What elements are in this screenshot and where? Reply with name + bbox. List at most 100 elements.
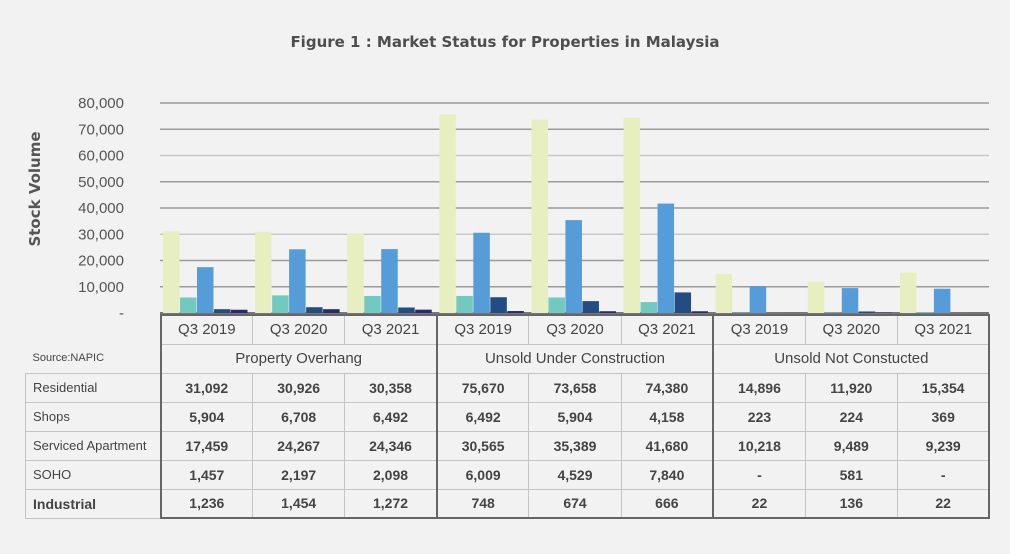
table-cell: 30,358: [344, 372, 438, 403]
row-label: Serviced Apartment: [25, 430, 161, 461]
bar-residential: [347, 233, 364, 313]
bars: [163, 114, 985, 314]
chart-title: Figure 1 : Market Status for Properties …: [290, 33, 720, 51]
bar-serviced-apartment: [381, 249, 398, 313]
period-header: Q3 2021: [620, 314, 714, 345]
table-cell: 24,267: [252, 430, 346, 461]
table-row: Industrial 1,236 1,454 1,272 748 674 666 22 136 2…: [25, 488, 991, 519]
bar-serviced-apartment: [841, 288, 859, 313]
bar-soho: [306, 307, 323, 313]
table-cell: 369: [896, 401, 991, 432]
bar-soho: [398, 307, 415, 313]
bar-industrial: [691, 311, 709, 313]
table-cell: 15,354: [896, 372, 991, 403]
row-label: Shops: [25, 401, 161, 432]
bar-residential: [715, 273, 733, 313]
data-table: Q3 2019 Q3 2020 Q3 2021 Q3 2019 Q3 2020 Q3 20…: [25, 314, 991, 519]
bar-shops: [272, 295, 289, 313]
group-header: Unsold Under Construction: [435, 343, 714, 374]
bar-industrial: [599, 311, 616, 313]
bar-residential: [255, 231, 272, 313]
table-cell: 224: [804, 401, 898, 432]
table-cell: 2,197: [252, 459, 346, 490]
group-header: Unsold Not Constucted: [712, 343, 991, 374]
table-cell: 666: [620, 488, 714, 519]
period-header: Q3 2021: [344, 314, 438, 345]
bar-serviced-apartment: [749, 286, 767, 313]
period-header: Q3 2019: [159, 314, 254, 345]
row-label: Residential: [25, 372, 161, 403]
table-cell: 674: [528, 488, 622, 519]
bar-residential: [439, 114, 456, 314]
bar-industrial: [415, 309, 432, 313]
table-cell: 11,920: [804, 372, 898, 403]
table-cell: 1,457: [159, 459, 254, 490]
bar-soho: [490, 297, 507, 313]
bar-residential: [623, 117, 641, 313]
bar-industrial: [323, 309, 340, 313]
table-cell: 24,346: [344, 430, 438, 461]
table-row: Residential 31,092 30,926 30,358 75,670 73,65…: [25, 372, 991, 403]
bar-residential: [531, 119, 548, 313]
table-cell: 75,670: [435, 372, 530, 403]
table-row: Serviced Apartment 17,459 24,267 24,346 30,5…: [25, 430, 991, 461]
table-cell: 30,565: [435, 430, 530, 461]
bar-shops: [456, 295, 473, 313]
bar-serviced-apartment: [473, 232, 490, 313]
group-header-row: Source:NAPIC Property Overhang Unsold Unde…: [26, 343, 991, 374]
y-tick-label: 40,000: [78, 200, 124, 217]
period-header: Q3 2020: [252, 314, 346, 345]
y-tick-label: 10,000: [78, 279, 124, 296]
bar-serviced-apartment: [565, 220, 582, 313]
bar-soho: [582, 301, 599, 313]
bar-shops: [180, 297, 197, 313]
period-header: Q3 2019: [435, 314, 530, 345]
table-cell: 5,904: [159, 401, 254, 432]
table-cell: -: [896, 459, 991, 490]
table-cell: 9,489: [804, 430, 898, 461]
period-header: Q3 2020: [804, 314, 898, 345]
table-cell: 1,454: [252, 488, 346, 519]
table-cell: 22: [712, 488, 806, 519]
table-row: Shops 5,904 6,708 6,492 6,492 5,904 4,158 223 22…: [25, 401, 991, 432]
table-cell: 22: [896, 488, 991, 519]
table-cell: 14,896: [712, 372, 806, 403]
table-cell: 7,840: [620, 459, 714, 490]
y-tick-labels: - 10,000 20,000 30,000 40,000 50,000 60,000 70,…: [78, 95, 124, 322]
table-cell: 9,239: [896, 430, 991, 461]
table-cell: 748: [435, 488, 530, 519]
bar-shops: [916, 312, 934, 313]
bar-shops: [548, 297, 565, 313]
table-cell: 4,529: [528, 459, 622, 490]
row-label: Industrial: [25, 488, 161, 519]
period-header: Q3 2020: [528, 314, 622, 345]
y-tick-label: 60,000: [78, 148, 124, 165]
source-label: Source:NAPIC: [32, 352, 105, 365]
bar-shops: [732, 312, 750, 313]
table-cell: 1,272: [344, 488, 438, 519]
table-cell: 10,218: [712, 430, 806, 461]
bar-shops: [640, 302, 658, 313]
bar-shops: [364, 295, 381, 313]
group-header: Property Overhang: [159, 343, 438, 374]
table-cell: 17,459: [159, 430, 254, 461]
y-tick-label: 70,000: [78, 121, 124, 138]
bar-serviced-apartment: [289, 249, 306, 313]
table-cell: 31,092: [159, 372, 254, 403]
bar-soho: [214, 309, 231, 313]
table-cell: 581: [804, 459, 898, 490]
y-tick-label: -: [119, 305, 124, 322]
row-label: SOHO: [25, 459, 161, 490]
blank-cell: [26, 315, 161, 344]
table-cell: 6,708: [252, 401, 346, 432]
table-row: SOHO 1,457 2,197 2,098 6,009 4,529 7,840-581-: [25, 459, 991, 490]
table-cell: 35,389: [528, 430, 622, 461]
bar-soho: [674, 292, 692, 313]
period-header: Q3 2021: [896, 314, 991, 345]
bar-residential: [899, 272, 917, 313]
table-cell: 41,680: [620, 430, 714, 461]
table-cell: 1,236: [159, 488, 254, 519]
bar-serviced-apartment: [197, 267, 214, 313]
period-header: Q3 2019: [712, 314, 806, 345]
